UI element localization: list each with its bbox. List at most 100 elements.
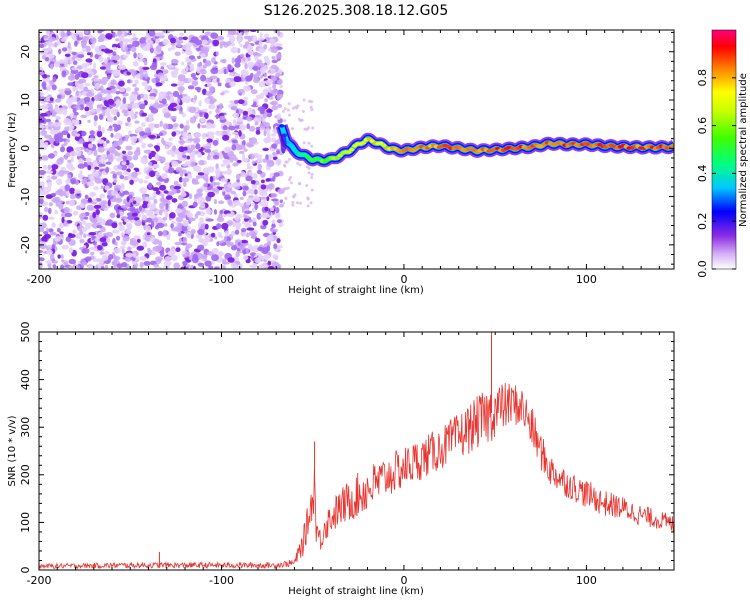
noise-blob [216, 241, 220, 247]
noise-blob [207, 95, 214, 100]
x-tick-label: 0 [400, 574, 407, 587]
noise-blob [152, 163, 160, 169]
noise-blob [63, 206, 70, 214]
noise-blob [254, 55, 259, 61]
noise-blob [39, 132, 42, 136]
noise-blob [153, 145, 160, 150]
noise-blob [131, 212, 138, 217]
noise-blob [287, 157, 291, 161]
noise-blob [261, 201, 269, 208]
noise-blob [235, 173, 241, 180]
noise-blob [113, 195, 117, 200]
noise-blob [119, 40, 124, 48]
noise-blob [114, 33, 118, 37]
noise-blob [41, 104, 49, 110]
noise-blob [118, 221, 122, 226]
noise-blob [200, 53, 206, 58]
noise-blob [81, 227, 88, 233]
noise-blob [135, 73, 141, 79]
noise-blob [48, 202, 54, 207]
noise-blob [107, 190, 112, 195]
noise-blob [125, 253, 134, 258]
x-tick-label: -200 [27, 273, 52, 286]
noise-blob [268, 80, 274, 83]
noise-blob [58, 169, 65, 177]
noise-blob [147, 143, 154, 148]
noise-blob [220, 178, 228, 183]
noise-blob [226, 41, 232, 46]
noise-blob [267, 132, 271, 138]
noise-blob [48, 207, 52, 215]
noise-blob [133, 52, 137, 59]
noise-blob [252, 101, 257, 107]
noise-blob [224, 230, 229, 237]
noise-blob [234, 229, 240, 235]
noise-blob [213, 154, 220, 160]
noise-blob [51, 260, 59, 264]
noise-blob [39, 119, 45, 123]
noise-blob [141, 214, 147, 221]
noise-blob [78, 138, 84, 144]
noise-blob [217, 82, 222, 87]
noise-blob [66, 191, 70, 197]
noise-blob [92, 211, 97, 219]
noise-blob [105, 237, 111, 243]
noise-blob [48, 265, 52, 269]
noise-blob [149, 96, 156, 100]
noise-blob [48, 216, 55, 220]
noise-blob [231, 139, 238, 144]
signal-ridge [275, 122, 674, 168]
noise-blob [247, 188, 252, 195]
noise-blob [238, 130, 242, 137]
noise-blob [77, 163, 86, 169]
noise-blob [208, 103, 216, 110]
noise-blob [148, 116, 153, 122]
noise-blob [201, 133, 206, 140]
noise-blob [70, 156, 74, 163]
noise-blob [150, 220, 155, 228]
noise-blob [261, 80, 266, 87]
noise-blob [283, 107, 287, 111]
noise-blob [39, 112, 48, 117]
noise-blob [45, 96, 52, 102]
noise-blob [256, 94, 261, 100]
noise-blob [175, 131, 180, 136]
noise-blob [213, 209, 217, 215]
noise-blob [96, 130, 103, 138]
noise-blob [125, 87, 132, 92]
noise-blob [115, 38, 120, 42]
noise-blob [50, 106, 54, 113]
noise-blob [126, 246, 132, 251]
noise-blob [94, 82, 101, 90]
noise-blob [76, 265, 81, 269]
noise-blob [171, 220, 176, 225]
noise-blob [91, 171, 99, 177]
noise-blob [92, 62, 97, 69]
y-tick-label: 20 [19, 45, 32, 59]
noise-blob [206, 155, 211, 161]
noise-blob [139, 37, 147, 44]
noise-blob [174, 241, 183, 246]
noise-blob [214, 188, 220, 193]
noise-blob [171, 198, 178, 203]
noise-blob [170, 223, 174, 229]
noise-blob [143, 149, 152, 154]
noise-blob [210, 67, 219, 75]
noise-blob [211, 57, 216, 64]
noise-blob [80, 114, 88, 119]
noise-blob [232, 162, 239, 167]
noise-blob [49, 253, 55, 261]
noise-blob [195, 233, 203, 239]
noise-blob [181, 136, 188, 140]
noise-blob [56, 94, 62, 99]
noise-blob [39, 241, 47, 246]
noise-blob [202, 64, 207, 69]
noise-blob [47, 181, 52, 188]
noise-blob [271, 143, 278, 149]
noise-blob [181, 113, 187, 118]
noise-blob [114, 241, 118, 246]
noise-blob [266, 108, 273, 113]
noise-blob [97, 38, 105, 43]
noise-blob [60, 37, 67, 42]
noise-blob [106, 128, 114, 132]
